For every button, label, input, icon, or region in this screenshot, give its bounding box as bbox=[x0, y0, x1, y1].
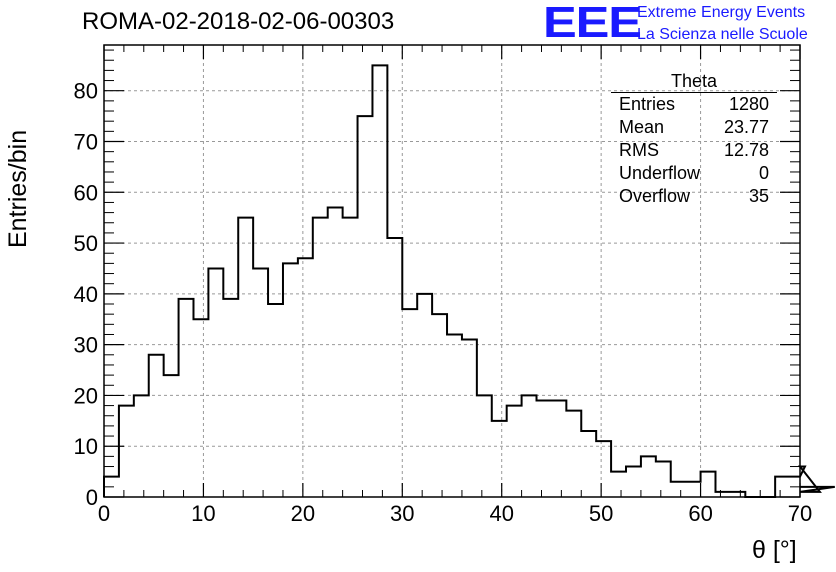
histogram-bin bbox=[507, 406, 522, 497]
histogram-bin bbox=[372, 65, 387, 497]
histogram-bin bbox=[283, 263, 298, 497]
eee-logo: EEE bbox=[543, 0, 642, 47]
x-tick-label: 60 bbox=[688, 501, 712, 526]
histogram-bin bbox=[268, 304, 283, 497]
histogram-bin bbox=[447, 334, 462, 497]
stats-row-entries: Entries 1280 bbox=[611, 93, 777, 116]
stats-value: 23.77 bbox=[723, 117, 769, 137]
y-tick-label: 30 bbox=[74, 333, 98, 358]
histogram-bin bbox=[298, 258, 313, 497]
histogram-bin bbox=[537, 401, 552, 497]
histogram-bin bbox=[596, 441, 611, 497]
y-tick-label: 50 bbox=[74, 231, 98, 256]
brand-line-2: La Scienza nelle Scuole bbox=[637, 26, 808, 43]
stats-value: 0 bbox=[758, 163, 769, 183]
y-tick-label: 60 bbox=[74, 180, 98, 205]
histogram-bin bbox=[223, 299, 238, 497]
histogram-bin bbox=[641, 456, 656, 497]
histogram-bin bbox=[551, 401, 566, 497]
stats-box: Theta Entries 1280 Mean 23.77 RMS 12.78 … bbox=[611, 70, 777, 208]
stats-row-overflow: Overflow 35 bbox=[611, 185, 777, 208]
histogram-bin bbox=[253, 268, 268, 497]
stats-label: Underflow bbox=[619, 163, 701, 183]
stats-label: Entries bbox=[619, 94, 676, 114]
histogram-bin bbox=[775, 477, 790, 497]
y-tick-label: 10 bbox=[74, 434, 98, 459]
x-tick-label: 0 bbox=[98, 501, 110, 526]
histogram-bin bbox=[119, 406, 134, 497]
histogram-bin bbox=[164, 375, 179, 497]
histogram-bin bbox=[522, 395, 537, 497]
histogram-bin bbox=[402, 309, 417, 497]
stats-label: RMS bbox=[619, 140, 659, 160]
x-tick-label: 40 bbox=[489, 501, 513, 526]
axis-ticks bbox=[103, 45, 801, 498]
histogram-bin bbox=[179, 299, 194, 497]
y-tick-label: 40 bbox=[74, 282, 98, 307]
histogram-bin bbox=[328, 208, 343, 497]
stats-value: 35 bbox=[748, 186, 769, 206]
histogram-bin bbox=[238, 218, 253, 497]
histogram-series bbox=[103, 64, 835, 498]
histogram-bin bbox=[492, 421, 507, 497]
plot-frame bbox=[103, 44, 801, 498]
stats-value: 1280 bbox=[728, 94, 769, 114]
x-tick-label: 50 bbox=[589, 501, 613, 526]
stats-row-underflow: Underflow 0 bbox=[611, 162, 777, 185]
histogram-bin bbox=[701, 472, 716, 497]
stats-label: Mean bbox=[619, 117, 665, 137]
y-tick-label: 0 bbox=[86, 485, 98, 510]
stats-title: Theta bbox=[611, 70, 777, 93]
histogram-bin bbox=[208, 268, 223, 497]
histogram-bin bbox=[626, 467, 641, 497]
histogram-bin bbox=[432, 314, 447, 497]
y-tick-label: 70 bbox=[74, 129, 98, 154]
x-axis-label: θ [°] bbox=[752, 536, 797, 564]
histogram-bin bbox=[686, 482, 701, 497]
grid-lines bbox=[104, 45, 800, 497]
histogram-bin bbox=[358, 116, 373, 497]
x-tick-label: 30 bbox=[390, 501, 414, 526]
histogram-bin bbox=[611, 472, 626, 497]
histogram-bin bbox=[656, 461, 671, 497]
histogram-bin bbox=[134, 395, 149, 497]
tick-labels: 0 10 20 30 40 50 60 70 0 10 20 30 40 50 60 70 80 bbox=[74, 79, 813, 526]
chart-title: ROMA-02-2018-02-06-00303 bbox=[82, 8, 395, 35]
histogram-bin bbox=[149, 355, 164, 497]
histogram-bin bbox=[343, 218, 358, 497]
brand-line-1: Extreme Energy Events bbox=[637, 4, 806, 21]
y-tick-label: 80 bbox=[74, 79, 98, 104]
histogram-bin bbox=[193, 319, 208, 497]
histogram-outline bbox=[103, 64, 835, 498]
histogram-bin bbox=[477, 395, 492, 497]
y-axis-label: Entries/bin bbox=[4, 129, 32, 248]
histogram-bin bbox=[313, 218, 328, 497]
stats-row-mean: Mean 23.77 bbox=[611, 116, 777, 139]
stats-label: Overflow bbox=[619, 186, 691, 206]
histogram-bin bbox=[581, 431, 596, 497]
x-tick-label: 70 bbox=[788, 501, 812, 526]
x-tick-label: 10 bbox=[191, 501, 215, 526]
x-tick-label: 20 bbox=[291, 501, 315, 526]
histogram-bin bbox=[387, 238, 402, 497]
y-tick-label: 20 bbox=[74, 383, 98, 408]
histogram-bin bbox=[566, 411, 581, 497]
histogram-bin bbox=[462, 340, 477, 497]
histogram-bin bbox=[417, 294, 432, 497]
histogram-bin bbox=[671, 482, 686, 497]
stats-value: 12.78 bbox=[723, 140, 769, 160]
stats-row-rms: RMS 12.78 bbox=[611, 139, 777, 162]
